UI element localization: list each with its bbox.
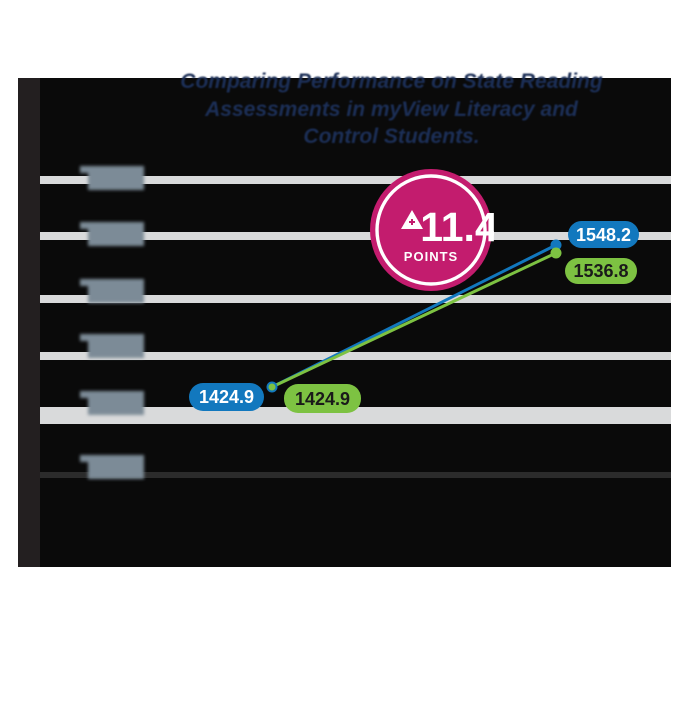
svg-text:POINTS: POINTS bbox=[404, 249, 458, 264]
svg-text:11.4: 11.4 bbox=[420, 204, 494, 250]
